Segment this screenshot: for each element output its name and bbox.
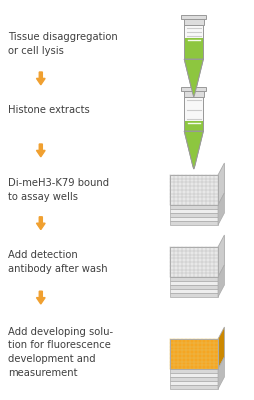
Polygon shape: [169, 281, 217, 285]
Polygon shape: [169, 213, 217, 217]
Polygon shape: [169, 285, 217, 289]
Polygon shape: [169, 209, 217, 213]
Text: Di-meH3-K79 bound
to assay wells: Di-meH3-K79 bound to assay wells: [8, 178, 108, 202]
FancyArrow shape: [36, 217, 45, 230]
Polygon shape: [169, 217, 217, 221]
Text: Add developing solu-
tion for fluorescence
development and
measurement: Add developing solu- tion for fluorescen…: [8, 327, 112, 378]
Polygon shape: [169, 277, 217, 281]
FancyArrow shape: [36, 72, 45, 85]
Bar: [183, 18, 203, 25]
Bar: [181, 16, 205, 18]
Polygon shape: [169, 369, 217, 373]
Polygon shape: [169, 293, 217, 297]
Polygon shape: [169, 205, 217, 209]
Polygon shape: [217, 265, 224, 297]
Polygon shape: [183, 59, 203, 97]
Bar: [183, 91, 203, 97]
Polygon shape: [169, 385, 217, 389]
Polygon shape: [183, 131, 203, 169]
Polygon shape: [217, 163, 224, 205]
Polygon shape: [169, 377, 217, 381]
Text: Add detection
antibody after wash: Add detection antibody after wash: [8, 250, 107, 274]
Polygon shape: [217, 235, 224, 277]
Bar: [183, 97, 203, 131]
Polygon shape: [169, 339, 217, 369]
Polygon shape: [183, 59, 203, 97]
Bar: [183, 122, 203, 131]
Polygon shape: [169, 381, 217, 385]
Bar: [183, 25, 203, 59]
Polygon shape: [169, 373, 217, 377]
Polygon shape: [217, 327, 224, 369]
Bar: [183, 97, 203, 131]
Bar: [181, 88, 205, 91]
Text: Tissue disaggregation
or cell lysis: Tissue disaggregation or cell lysis: [8, 32, 117, 56]
Polygon shape: [217, 357, 224, 389]
Bar: [183, 38, 203, 59]
Polygon shape: [169, 247, 217, 277]
FancyArrow shape: [36, 144, 45, 157]
Polygon shape: [217, 193, 224, 225]
Bar: [183, 25, 203, 59]
Polygon shape: [183, 131, 203, 169]
Polygon shape: [169, 175, 217, 205]
Polygon shape: [169, 221, 217, 225]
FancyArrow shape: [36, 291, 45, 304]
Text: Histone extracts: Histone extracts: [8, 105, 89, 115]
Polygon shape: [169, 289, 217, 293]
